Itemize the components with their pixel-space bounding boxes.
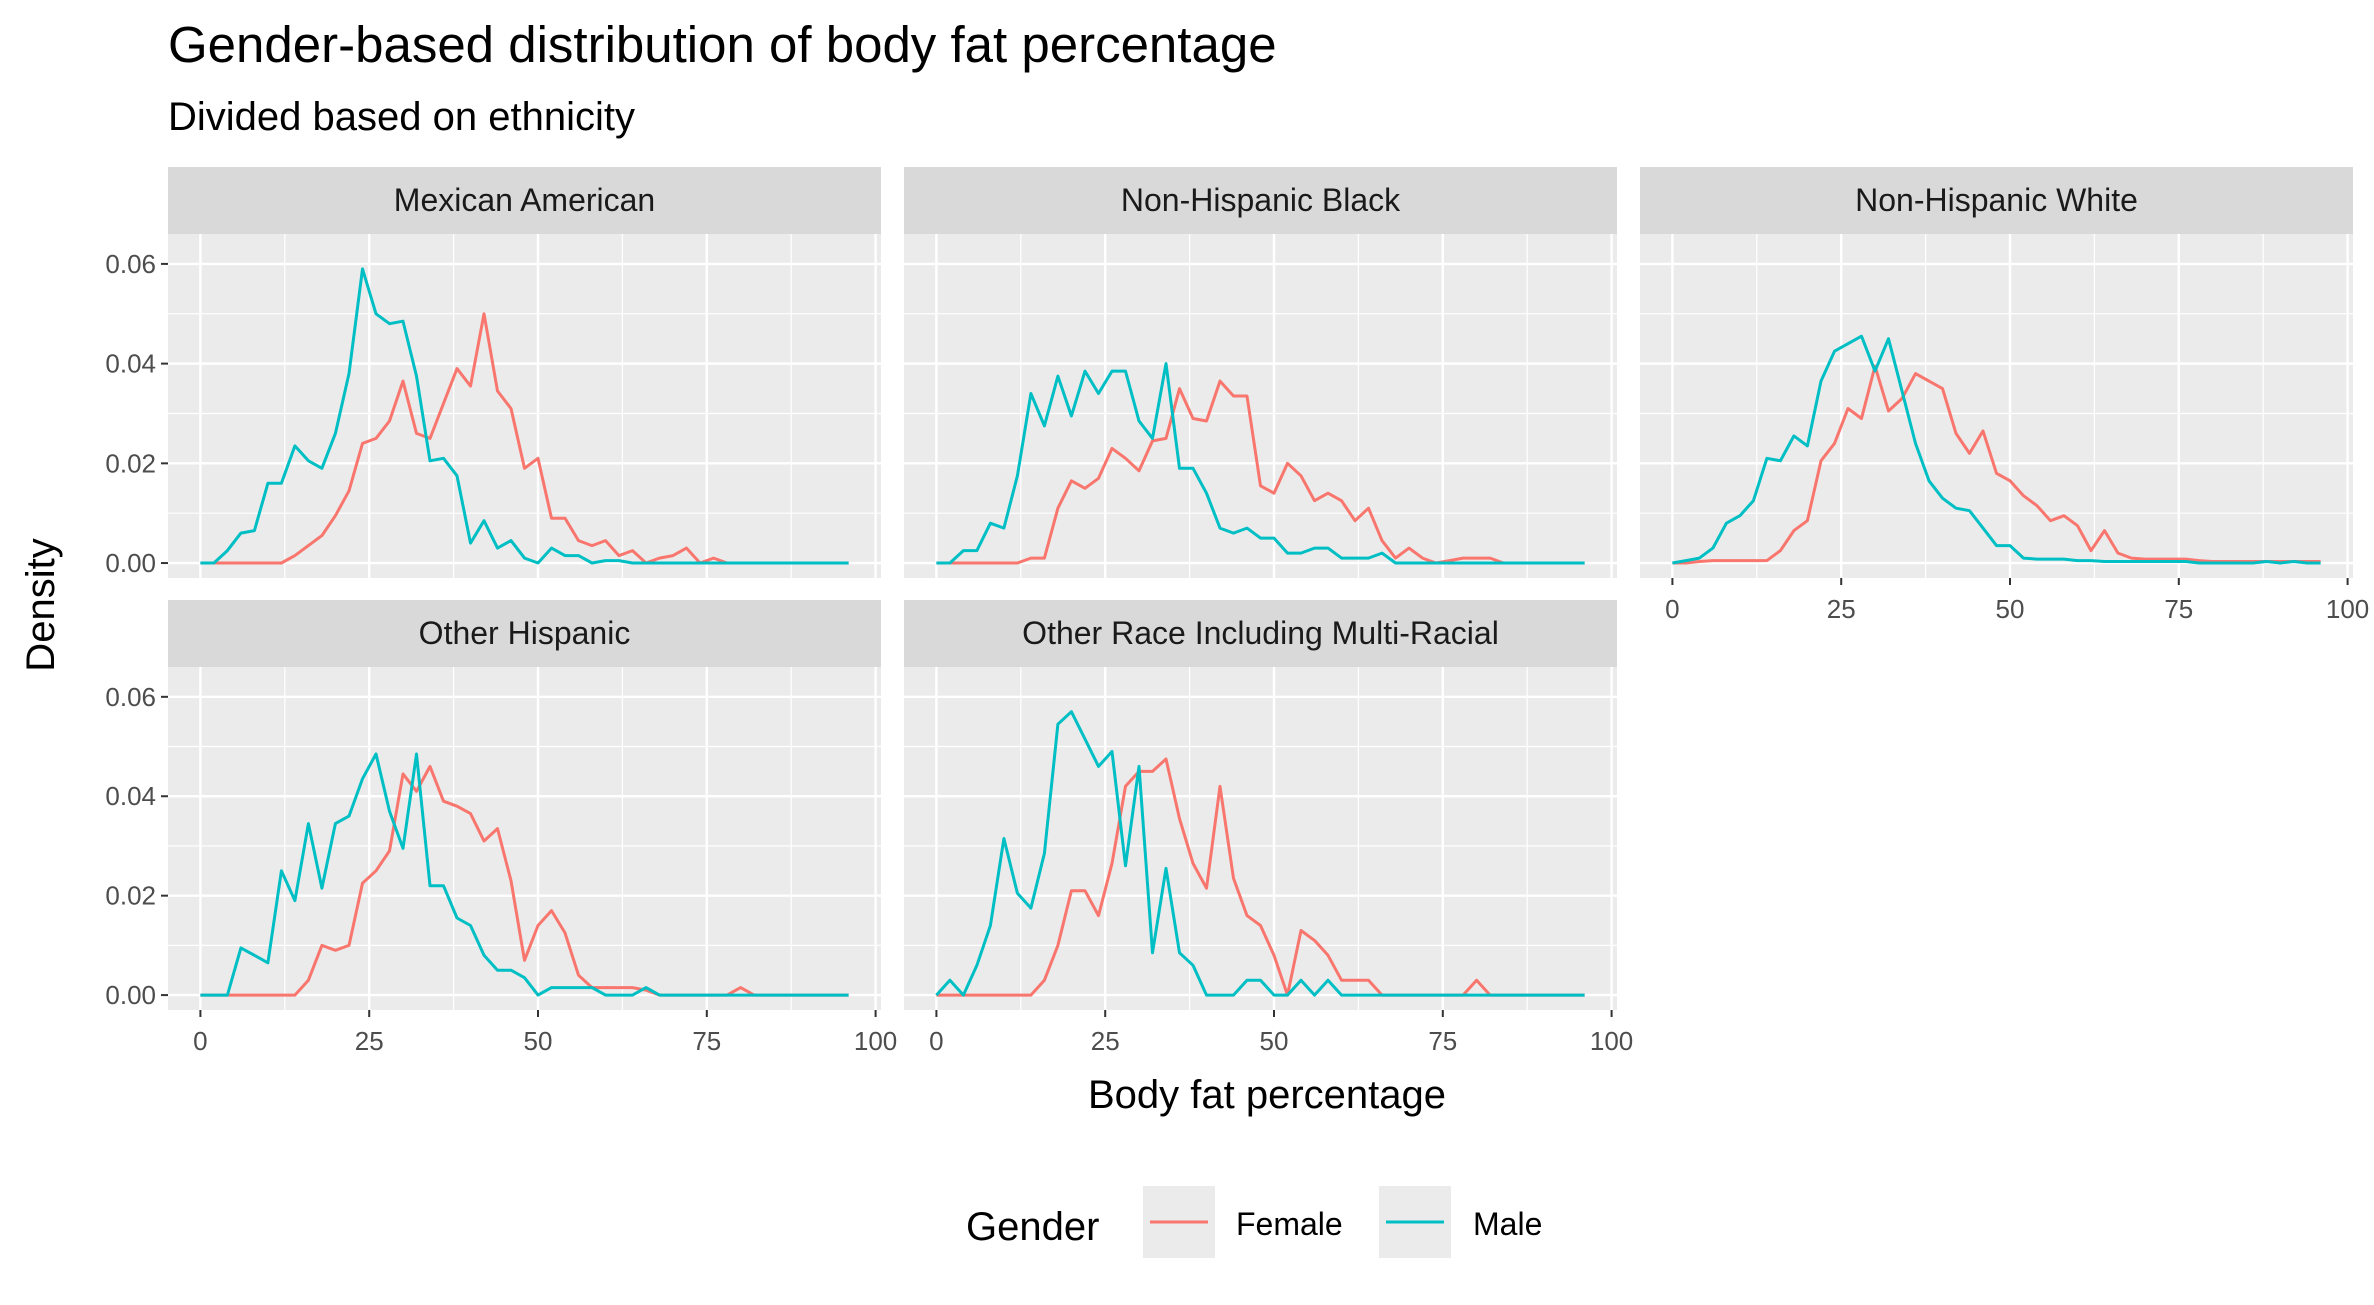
x-tick-label: 0: [929, 1026, 943, 1056]
y-tick-label: 0.06: [105, 249, 156, 279]
chart-title: Gender-based distribution of body fat pe…: [168, 16, 1277, 73]
x-tick-label: 25: [1827, 594, 1856, 624]
series-line-male-mexican-american: [200, 267, 849, 565]
strip-label-non-hispanic-black: Non-Hispanic Black: [1121, 182, 1401, 218]
strip-non-hispanic-black: [904, 167, 1617, 234]
panel-background: [168, 234, 881, 578]
series-line-male-other-hispanic: [200, 752, 849, 997]
y-tick-label: 0.06: [105, 682, 156, 712]
strip-label-mexican-american: Mexican American: [394, 182, 655, 218]
x-tick-label: 25: [355, 1026, 384, 1056]
panel-mexican-american: Mexican American 0.00 0.02 0.04 0.06: [105, 167, 881, 578]
x-tick-label: 100: [854, 1026, 897, 1056]
y-tick-label: 0.00: [105, 548, 156, 578]
panel-other-race-including-multi-racial: Other Race Including Multi-Racial 0 25 50 75…: [904, 600, 1633, 1056]
panel-non-hispanic-black: Non-Hispanic Black: [904, 167, 1617, 578]
x-tick-label: 100: [2326, 594, 2369, 624]
series-line-male-non-hispanic-white: [1672, 334, 2321, 565]
strip-other-race-including-multi-racial: [904, 600, 1617, 667]
strip-non-hispanic-white: [1640, 167, 2353, 234]
strip-mexican-american: [168, 167, 881, 234]
y-tick-label: 0.00: [105, 980, 156, 1010]
series-line-female-other-hispanic: [200, 764, 849, 997]
x-tick-label: 50: [524, 1026, 553, 1056]
x-tick-label: 50: [1996, 594, 2025, 624]
legend: Gender Female Male: [966, 1186, 1542, 1258]
strip-other-hispanic: [168, 600, 881, 667]
x-tick-label: 0: [193, 1026, 207, 1056]
legend-label-male: Male: [1473, 1206, 1542, 1242]
panel-background: [904, 667, 1617, 1010]
chart-subtitle: Divided based on ethnicity: [168, 95, 635, 139]
x-tick-label: 50: [1260, 1026, 1289, 1056]
panel-other-hispanic: Other Hispanic 0.00 0.02 0.04 0.06 0 25 50 75 100: [105, 600, 897, 1056]
x-tick-label: 75: [2164, 594, 2193, 624]
x-tick-label: 25: [1091, 1026, 1120, 1056]
y-tick-label: 0.02: [105, 881, 156, 911]
panel-background: [1640, 234, 2353, 578]
x-tick-label: 100: [1590, 1026, 1633, 1056]
strip-label-other-hispanic: Other Hispanic: [419, 615, 631, 651]
y-axis-title: Density: [19, 538, 63, 671]
legend-title: Gender: [966, 1205, 1099, 1249]
panel-non-hispanic-white: Non-Hispanic White 0 25 50 75 100: [1640, 167, 2369, 624]
x-tick-label: 75: [692, 1026, 721, 1056]
strip-label-other-race-including-multi-racial: Other Race Including Multi-Racial: [1022, 615, 1499, 651]
y-tick-label: 0.04: [105, 349, 156, 379]
strip-label-non-hispanic-white: Non-Hispanic White: [1855, 182, 2138, 218]
y-tick-label: 0.04: [105, 781, 156, 811]
series-line-male-other-race-including-multi-racial: [935, 710, 1585, 997]
legend-label-female: Female: [1236, 1206, 1343, 1242]
x-axis-title: Body fat percentage: [1088, 1073, 1446, 1117]
facet-panels: Mexican American 0.00 0.02 0.04 0.06 Non-Hisp…: [105, 167, 2369, 1056]
x-tick-label: 0: [1665, 594, 1679, 624]
series-line-female-non-hispanic-black: [936, 379, 1585, 565]
series-line-female-other-race-including-multi-racial: [936, 757, 1585, 997]
x-tick-label: 75: [1428, 1026, 1457, 1056]
series-line-male-non-hispanic-black: [936, 362, 1585, 565]
panel-background: [904, 234, 1617, 578]
y-tick-label: 0.02: [105, 448, 156, 478]
